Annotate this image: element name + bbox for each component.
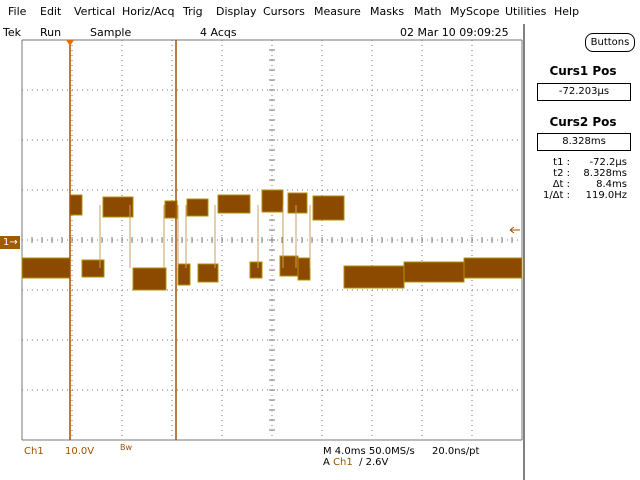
brand: Tek (3, 26, 21, 39)
acq-mode: Sample (90, 26, 132, 39)
footer-bandwidth: Bw (120, 443, 133, 452)
readout-value: 119.0Hz (585, 190, 627, 201)
buttons-toggle[interactable]: Buttons (585, 33, 635, 52)
menu-item[interactable]: Masks (370, 5, 405, 18)
readout-label: 1/Δt : (542, 190, 570, 201)
menu-item[interactable]: Cursors (263, 5, 305, 18)
waveform (21, 257, 71, 279)
readout-label: Δt : (552, 179, 570, 190)
channel-number: 1 (3, 237, 10, 248)
waveform (186, 198, 209, 217)
menu-item[interactable]: MyScope (450, 5, 500, 18)
channel-marker: 1→ (0, 236, 20, 249)
trigger-position (66, 40, 74, 46)
readout-value: 8.328ms (583, 168, 627, 179)
waveform (217, 194, 251, 214)
curs2-value[interactable]: 8.328ms (537, 133, 631, 151)
waveform (261, 189, 284, 213)
waveform (177, 263, 191, 286)
footer-trigger: A Ch1 ∕ 2.6V (323, 457, 388, 468)
menu-item[interactable]: Utilities (505, 5, 547, 18)
footer-resolution: 20.0ns/pt (432, 446, 480, 457)
waveform (343, 265, 405, 289)
footer-timebase: M 4.0ms 50.0MS/s (323, 446, 415, 457)
waveform (132, 267, 167, 291)
waveform (81, 259, 105, 278)
waveform (463, 257, 523, 279)
menu-item[interactable]: Help (554, 5, 580, 18)
trigger-level-marker (509, 226, 520, 234)
footer-channel: Ch1 (24, 446, 44, 457)
menu-item[interactable]: Measure (314, 5, 361, 18)
waveform (403, 261, 465, 283)
waveform (102, 196, 134, 218)
footer-scale: 10.0V (65, 446, 95, 457)
trigger-level: 2.6V (365, 457, 389, 468)
datetime: 02 Mar 10 09:09:25 (400, 26, 509, 39)
menu-item[interactable]: Math (414, 5, 442, 18)
menu-item[interactable]: Edit (40, 5, 62, 18)
waveform (197, 263, 219, 283)
curs1-value[interactable]: -72.203µs (537, 83, 631, 101)
readout-value: 8.4ms (596, 179, 627, 190)
run-state: Run (40, 26, 62, 39)
curs2-title: Curs2 Pos (549, 115, 617, 129)
menu-item[interactable]: Display (216, 5, 257, 18)
waveform (312, 195, 345, 221)
readout-label: t1 : (553, 157, 570, 168)
menu-item[interactable]: File (8, 5, 27, 18)
trigger-source: Ch1 (333, 457, 353, 468)
readout-label: t2 : (553, 168, 570, 179)
menu-item[interactable]: Horiz/Acq (122, 5, 175, 18)
readout-value: -72.2µs (589, 157, 627, 168)
trigger-slope: ∕ (359, 457, 363, 468)
curs1-title: Curs1 Pos (549, 64, 617, 78)
waveform (287, 192, 308, 214)
menu-item[interactable]: Trig (183, 5, 203, 18)
waveform (297, 257, 311, 281)
trigger-prefix: A (323, 457, 330, 468)
acq-count: 4 Acqs (200, 26, 237, 39)
waveform (249, 261, 263, 279)
menu-bar: File Edit Vertical Horiz/Acq Trig Display Curs… (0, 0, 640, 24)
menu-item[interactable]: Vertical (74, 5, 116, 18)
waveform (164, 200, 178, 219)
waveform (69, 194, 83, 216)
